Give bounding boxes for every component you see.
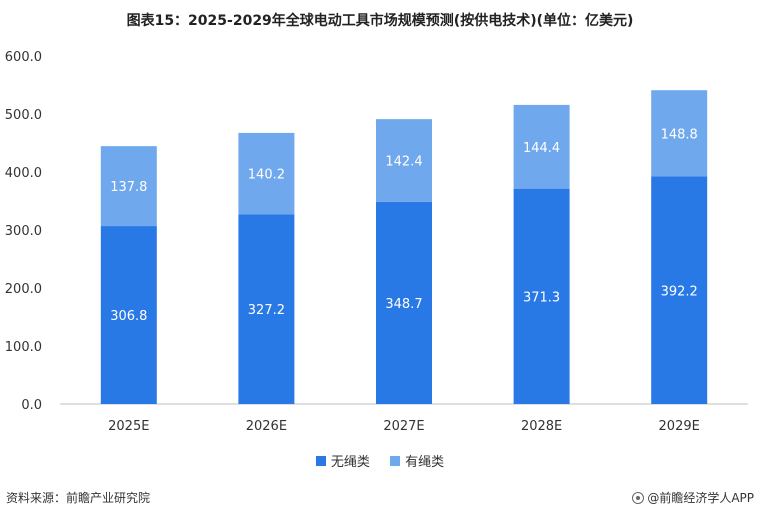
bar-segment-cordless	[100, 226, 157, 404]
brand-note: @前瞻经济学人APP	[632, 489, 754, 506]
bar-segment-corded	[238, 132, 295, 215]
data-label-cordless: 327.2	[248, 303, 285, 318]
x-tick-label: 2028E	[521, 419, 562, 434]
y-tick-label: 300.0	[5, 224, 42, 239]
legend-item-cordless: 无绳类	[315, 451, 370, 470]
data-label-corded: 144.4	[523, 141, 560, 156]
bar-segment-cordless	[513, 188, 570, 404]
bar-segment-corded	[651, 90, 708, 177]
bar-segment-cordless	[376, 201, 432, 404]
x-tick-label: 2026E	[246, 419, 287, 434]
legend-swatch-cordless	[315, 455, 326, 466]
data-label-cordless: 306.8	[110, 309, 147, 324]
y-tick-label: 400.0	[5, 166, 42, 181]
data-label-corded: 137.8	[110, 180, 147, 195]
bar-segment-cordless	[651, 176, 708, 404]
y-tick-label: 200.0	[5, 282, 42, 297]
x-tick-label: 2027E	[383, 419, 424, 434]
chart-title: 图表15：2025-2029年全球电动工具市场规模预测(按供电技术)(单位：亿美…	[126, 13, 634, 29]
legend-swatch-corded	[390, 455, 401, 466]
legend-label-cordless: 无绳类	[330, 455, 370, 470]
source-note: 资料来源：前瞻产业研究院	[6, 491, 151, 505]
data-label-cordless: 348.7	[385, 297, 422, 312]
legend: 无绳类 有绳类	[0, 451, 760, 470]
bar-segment-corded	[513, 104, 570, 189]
brand-text: @前瞻经济学人APP	[647, 491, 754, 505]
legend-item-corded: 有绳类	[390, 451, 444, 470]
x-tick-label: 2029E	[659, 419, 700, 434]
brand-icon	[632, 491, 645, 504]
bar-segment-cordless	[238, 214, 295, 404]
legend-label-corded: 有绳类	[405, 455, 445, 470]
bar-segment-corded	[376, 119, 432, 202]
y-tick-label: 100.0	[5, 340, 42, 355]
data-label-cordless: 371.3	[523, 290, 560, 305]
data-label-cordless: 392.2	[661, 284, 698, 299]
y-tick-label: 500.0	[5, 108, 42, 123]
data-label-corded: 142.4	[385, 154, 422, 169]
data-label-corded: 148.8	[661, 127, 698, 142]
data-label-corded: 140.2	[248, 168, 285, 183]
x-tick-label: 2025E	[108, 419, 149, 434]
bar-segment-corded	[100, 146, 157, 227]
y-tick-label: 0.0	[21, 398, 42, 413]
y-tick-label: 600.0	[5, 50, 42, 65]
